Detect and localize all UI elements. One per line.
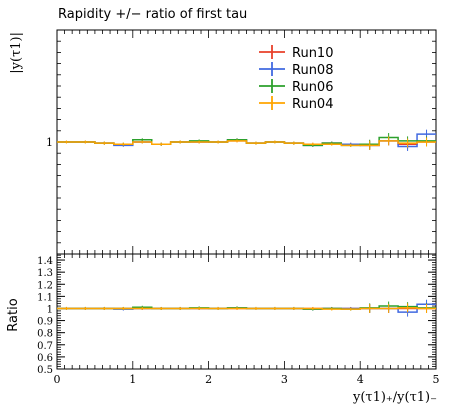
chart-title: Rapidity +/− ratio of first tau <box>58 7 247 22</box>
main-y-axis-label: |y(τ1)| <box>9 32 24 74</box>
ratio-y-tick-label: 0.6 <box>37 353 53 364</box>
x-tick-label: 2 <box>205 373 212 386</box>
legend-label: Run06 <box>292 80 333 95</box>
x-tick-label: 0 <box>54 373 61 386</box>
ratio-y-tick-label: 0.9 <box>37 317 53 328</box>
ratio-series-run04-line <box>57 307 436 310</box>
ratio-y-tick-label: 1.2 <box>37 280 53 291</box>
ratio-panel: 0.50.60.70.80.911.11.21.31.40 1 2 3 4 5 <box>37 253 440 386</box>
main-panel: 1 <box>46 29 437 255</box>
legend-label: Run10 <box>292 46 333 61</box>
ratio-y-tick-label: 1.3 <box>37 268 53 279</box>
ratio-y-tick-label: 0.8 <box>37 329 53 340</box>
main-y-tick-label: 1 <box>46 136 53 149</box>
ratio-y-tick-label: 1 <box>47 304 53 315</box>
x-tick-label: 4 <box>357 373 364 386</box>
main-series-run04-line <box>57 140 436 147</box>
legend-label: Run08 <box>292 63 333 78</box>
ratio-frame <box>56 253 437 370</box>
x-tick-label: 3 <box>281 373 288 386</box>
ratio-y-axis-label: Ratio <box>6 298 21 331</box>
x-tick-label: 1 <box>129 373 136 386</box>
ratio-y-tick-label: 1.4 <box>37 256 53 267</box>
ratio-y-tick-label: 1.1 <box>37 292 53 303</box>
x-axis-label: y(τ1)₊/y(τ1)₋ <box>352 390 437 405</box>
legend-label: Run04 <box>292 97 333 112</box>
x-tick-label: 5 <box>433 373 440 386</box>
legend: Run10 Run08 Run06 Run04 <box>259 45 333 112</box>
ratio-y-tick-label: 0.7 <box>37 341 53 352</box>
ratio-y-tick-label: 0.5 <box>37 365 53 376</box>
